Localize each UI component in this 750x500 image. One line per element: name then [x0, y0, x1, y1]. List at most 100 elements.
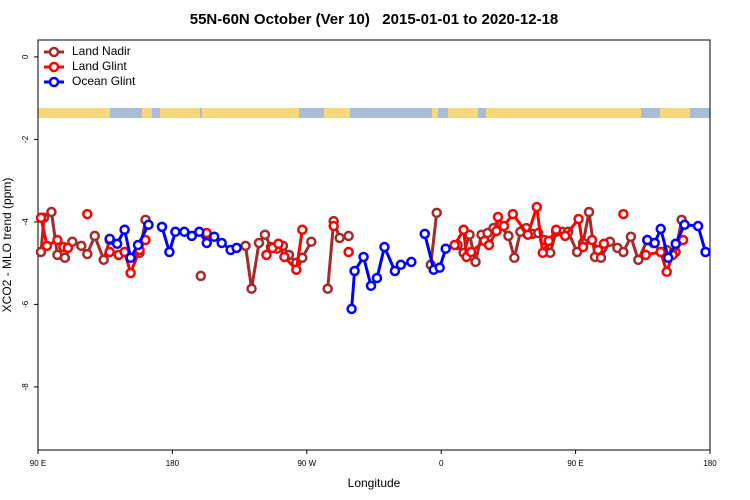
x-tick-label: 90 E: [30, 459, 46, 468]
data-point: [328, 220, 339, 232]
data-point: [434, 262, 445, 273]
data-point: [618, 246, 629, 258]
data-point: [125, 267, 136, 279]
data-point: [143, 219, 154, 231]
data-point: [522, 229, 534, 240]
data-point: [640, 249, 652, 261]
data-point: [170, 226, 181, 238]
legend-marker: [48, 61, 60, 73]
data-point: [261, 249, 272, 261]
data-point: [334, 232, 345, 244]
y-tick-label: -6: [21, 300, 30, 308]
legend-marker: [48, 46, 60, 58]
data-point: [246, 283, 257, 294]
y-tick-label: -8: [21, 383, 30, 391]
data-point: [322, 283, 333, 294]
data-point: [503, 230, 514, 242]
data-point: [111, 238, 123, 250]
data-point: [419, 228, 431, 240]
data-point: [655, 246, 666, 258]
data-point: [186, 230, 198, 242]
data-point: [583, 206, 595, 218]
data-point: [509, 252, 520, 264]
data-point: [156, 221, 168, 233]
data-point: [52, 234, 63, 246]
data-point: [41, 240, 53, 252]
data-point: [550, 224, 562, 235]
data-point: [559, 230, 571, 242]
y-tick-label: -4: [21, 218, 30, 226]
x-tick-label: 90 W: [297, 459, 316, 468]
data-point: [573, 213, 584, 225]
data-point: [491, 225, 502, 237]
data-point: [195, 270, 207, 282]
data-point: [661, 266, 672, 278]
data-point: [62, 242, 74, 254]
data-point: [82, 208, 93, 220]
x-tick-label: 0: [439, 459, 444, 468]
data-point: [700, 246, 711, 258]
data-point: [592, 244, 604, 256]
data-point: [343, 230, 354, 242]
data-point: [346, 303, 357, 315]
y-tick-label: 0: [21, 54, 30, 59]
data-point: [625, 231, 637, 243]
data-point: [253, 237, 265, 249]
data-point: [692, 220, 704, 232]
data-point: [470, 256, 481, 268]
x-tick-label: 90 E: [567, 459, 583, 468]
data-point: [164, 246, 175, 258]
surface-strip: [38, 108, 710, 118]
data-point: [279, 251, 290, 263]
data-point: [358, 251, 369, 263]
x-axis-label: Longitude: [348, 476, 401, 490]
data-point: [89, 230, 100, 242]
data-point: [458, 224, 469, 235]
data-point: [104, 233, 115, 245]
data-point: [306, 236, 317, 247]
data-point: [76, 240, 87, 252]
data-point: [492, 211, 504, 223]
data-point: [208, 231, 220, 243]
plot-frame: [37, 39, 711, 451]
data-point: [577, 241, 589, 253]
data-point: [449, 239, 460, 251]
y-tick-label: -2: [21, 135, 30, 143]
chart-title: 55N-60N October (Ver 10) 2015-01-01 to 2…: [190, 11, 559, 28]
data-point: [465, 246, 477, 258]
data-point: [119, 224, 130, 235]
data-point: [440, 243, 451, 254]
data-point: [371, 272, 383, 284]
legend-label: Ocean Glint: [72, 74, 136, 88]
data-point: [179, 226, 190, 238]
data-point: [649, 237, 660, 249]
data-point: [431, 207, 442, 219]
data-point: [379, 241, 390, 253]
data-point: [633, 254, 644, 266]
data-point: [655, 223, 666, 235]
data-point: [543, 235, 554, 247]
data-point: [406, 256, 417, 268]
x-tick-label: 180: [166, 459, 180, 468]
data-point: [586, 234, 598, 246]
data-point: [273, 238, 284, 250]
data-point: [240, 240, 251, 252]
legend-marker: [48, 76, 60, 88]
data-point: [343, 246, 354, 258]
data-point: [35, 212, 47, 224]
data-point: [498, 220, 510, 232]
legend-label: Land Glint: [72, 59, 127, 73]
data-point: [598, 238, 610, 250]
data-point: [132, 239, 144, 251]
data-point: [125, 252, 136, 264]
data-point: [59, 252, 71, 264]
data-point: [537, 247, 548, 259]
data-point: [297, 224, 308, 235]
data-point: [291, 264, 302, 275]
data-point: [201, 237, 212, 249]
data-point: [670, 238, 681, 250]
x-tick-label: 180: [703, 459, 717, 468]
data-point: [349, 265, 360, 277]
data-point: [231, 242, 242, 254]
